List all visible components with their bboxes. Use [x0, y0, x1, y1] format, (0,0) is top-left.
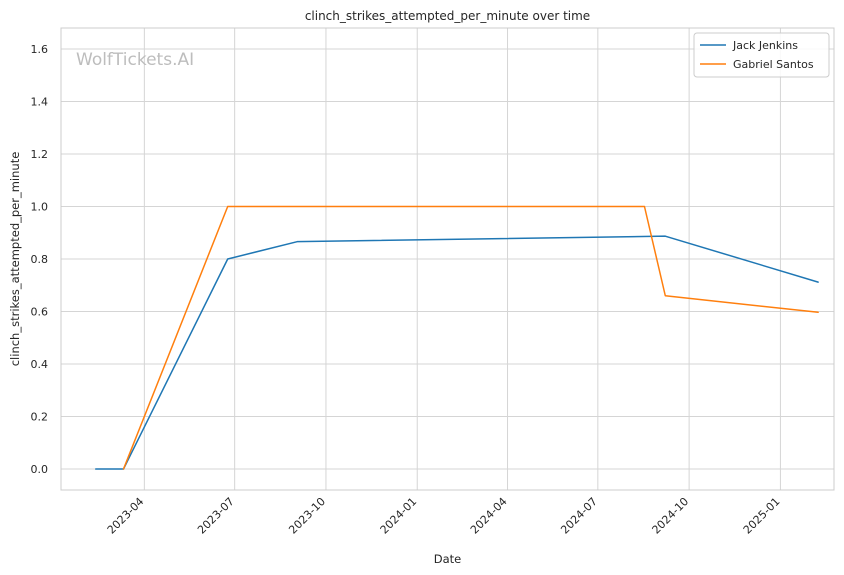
series-line-jack-jenkins: [94, 235, 819, 470]
y-tick-label: 0.4: [31, 358, 49, 371]
legend-label: Gabriel Santos: [733, 58, 814, 71]
plot-area-frame: [60, 27, 835, 491]
y-axis-title: clinch_strikes_attempted_per_minute: [8, 152, 22, 367]
y-tick-label: 1.4: [31, 96, 49, 109]
legend-box: [693, 32, 830, 78]
y-tick-labels: 0.0 0.2 0.4 0.6 0.8 1.0 1.2 1.4 1.6: [31, 43, 49, 476]
y-tick-label: 0.8: [31, 253, 49, 266]
y-tick-label: 1.6: [31, 43, 49, 56]
y-tick-label: 1.2: [31, 148, 49, 161]
y-tick-label: 1.0: [31, 201, 49, 214]
legend: Jack Jenkins Gabriel Santos: [693, 32, 830, 78]
series-layer: [94, 205, 819, 470]
chart-title: clinch_strikes_attempted_per_minute over…: [305, 9, 590, 23]
series-line-gabriel-santos: [122, 205, 819, 470]
y-tick-label: 0.2: [31, 411, 49, 424]
y-tick-label: 0.6: [31, 306, 49, 319]
legend-label: Jack Jenkins: [732, 39, 798, 52]
x-axis-title: Date: [434, 552, 462, 566]
watermark: WolfTickets.AI: [76, 50, 194, 70]
y-tick-label: 0.0: [31, 463, 49, 476]
